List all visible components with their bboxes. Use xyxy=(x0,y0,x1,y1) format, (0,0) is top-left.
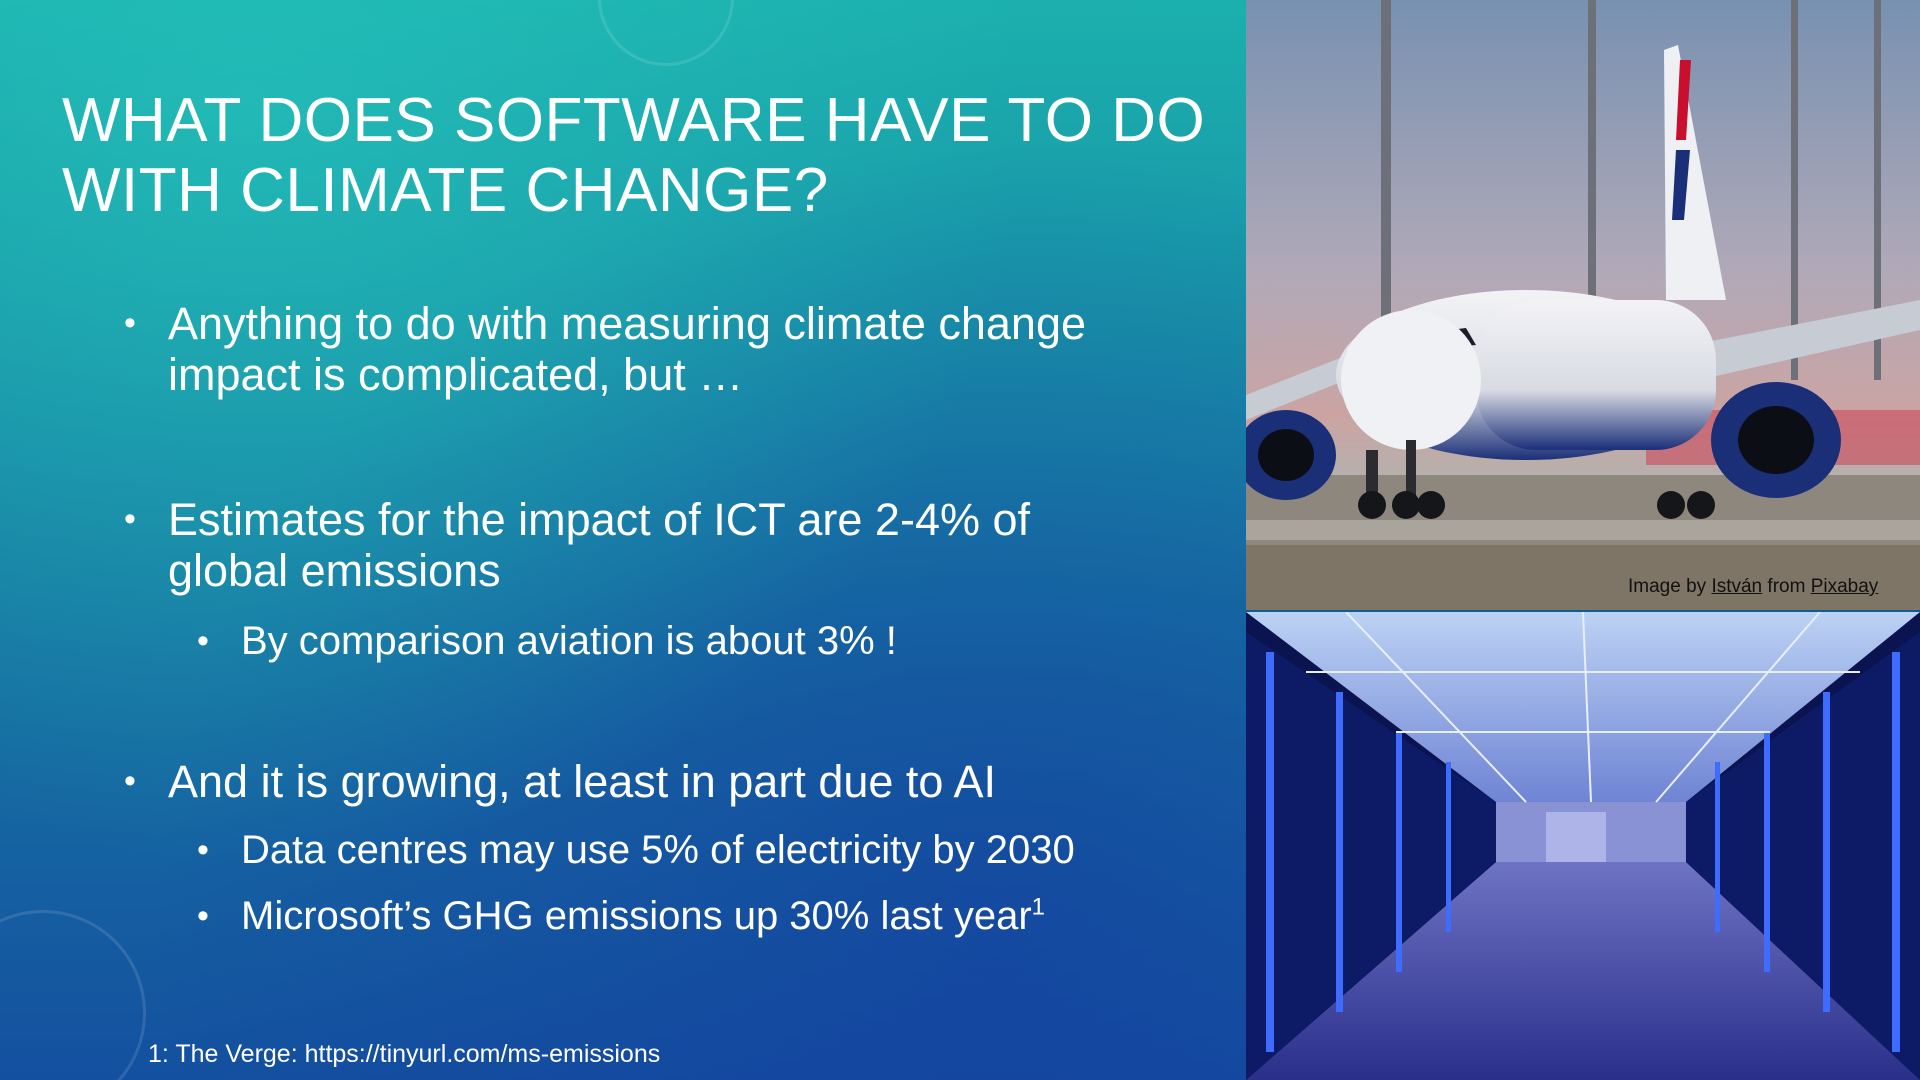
bullet-text: Anything to do with measuring climate ch… xyxy=(168,298,1087,349)
bullet-text: global emissions xyxy=(168,545,501,596)
credit-middle: from xyxy=(1767,576,1806,597)
bullet-dot: • xyxy=(197,622,209,660)
bullet-dot: • xyxy=(124,500,136,538)
bullet-list: • Anything to do with measuring climate … xyxy=(124,298,1228,940)
slide-title: WHAT DOES SOFTWARE HAVE TO DO WITH CLIMA… xyxy=(62,86,1222,226)
bullet-dot: • xyxy=(124,304,136,342)
credit-prefix: Image by xyxy=(1628,576,1707,597)
datacenter-illustration xyxy=(1246,612,1920,1080)
title-line-1: WHAT DOES SOFTWARE HAVE TO DO xyxy=(62,86,1206,155)
credit-author-link[interactable]: István xyxy=(1711,576,1763,597)
bullet-text: Data centres may use 5% of electricity b… xyxy=(241,828,1075,872)
airplane-photo xyxy=(1246,0,1920,610)
bullet-text: Microsoft’s GHG emissions up 30% last ye… xyxy=(241,894,1032,938)
title-line-2: WITH CLIMATE CHANGE? xyxy=(62,156,829,225)
bullet-text: And it is growing, at least in part due … xyxy=(168,756,996,807)
bullet-ict-estimate: • Estimates for the impact of ICT are 2-… xyxy=(124,494,1228,596)
bullet-text: Estimates for the impact of ICT are 2-4%… xyxy=(168,494,1031,545)
bullet-growing: • And it is growing, at least in part du… xyxy=(124,756,1228,807)
sub-bullet-aviation: • By comparison aviation is about 3% ! xyxy=(197,617,1221,665)
sub-bullet-data-centres: • Data centres may use 5% of electricity… xyxy=(197,826,1221,874)
footnote: 1: The Verge: https://tinyurl.com/ms-emi… xyxy=(148,1040,661,1068)
airplane-illustration xyxy=(1246,0,1920,610)
sub-bullet-microsoft: • Microsoft’s GHG emissions up 30% last … xyxy=(197,892,1221,940)
bullet-text: By comparison aviation is about 3% ! xyxy=(241,619,897,663)
credit-source-link[interactable]: Pixabay xyxy=(1810,576,1879,597)
datacenter-photo xyxy=(1246,612,1920,1080)
bullet-text: impact is complicated, but … xyxy=(168,349,744,400)
bullet-dot: • xyxy=(197,831,209,869)
image-credit: Image by István from Pixabay xyxy=(1628,576,1878,598)
bullet-measuring: • Anything to do with measuring climate … xyxy=(124,298,1228,400)
slide-background xyxy=(0,0,1246,1080)
footnote-marker: 1 xyxy=(1031,893,1046,921)
bullet-dot: • xyxy=(124,762,136,800)
bullet-dot: • xyxy=(197,897,209,935)
